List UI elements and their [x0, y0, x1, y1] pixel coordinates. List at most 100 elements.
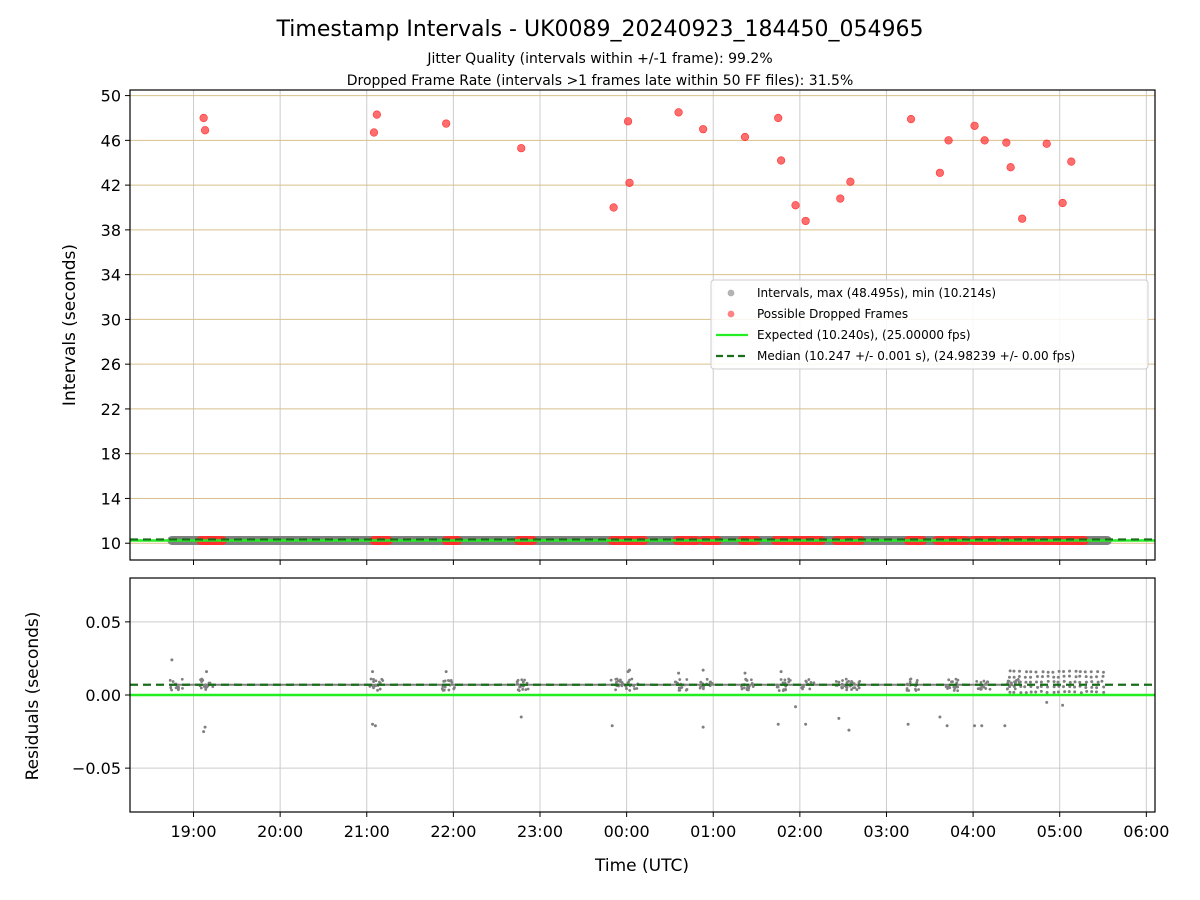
residual-point — [520, 678, 524, 682]
dropped-frame-point — [369, 128, 379, 137]
residual-point — [635, 687, 639, 690]
residual-point — [1039, 689, 1043, 693]
dropped-frame-point — [609, 203, 618, 212]
residual-point — [1084, 680, 1088, 684]
residual-point — [1029, 690, 1033, 694]
residual-point — [1045, 691, 1049, 695]
residual-point — [809, 680, 813, 684]
residual-point — [1012, 669, 1016, 673]
residual-outlier — [203, 725, 207, 729]
residual-point — [1052, 685, 1056, 689]
residual-point — [1074, 675, 1078, 679]
residual-point — [1041, 670, 1045, 674]
residual-point — [905, 682, 909, 686]
residual-point — [526, 687, 530, 691]
residual-outlier — [1061, 703, 1065, 707]
residual-point — [705, 677, 709, 681]
residual-point — [204, 683, 207, 687]
residual-point — [951, 680, 954, 683]
residual-point — [211, 685, 215, 689]
residual-point — [1056, 690, 1060, 694]
residual-point — [1010, 681, 1013, 685]
dropped-frame-point — [791, 201, 800, 210]
legend-box — [710, 279, 1149, 370]
residual-point — [742, 686, 746, 690]
residual-point — [1096, 670, 1100, 674]
residual-point — [524, 688, 528, 692]
residual-point — [1046, 674, 1050, 678]
residual-point — [853, 686, 857, 690]
residual-outlier — [371, 670, 375, 674]
xtick-label: 06:00 — [1123, 822, 1169, 841]
residual-point — [678, 678, 682, 681]
top-ytick-label: 10 — [101, 534, 121, 553]
legend-median-label: Median (10.247 +/- 0.001 s), (24.98239 +… — [757, 349, 1075, 363]
residual-outlier — [980, 724, 984, 728]
dropped-frame-point — [1018, 214, 1027, 223]
residual-point — [1085, 689, 1089, 693]
dropped-frame-point — [980, 136, 989, 145]
residual-point — [628, 678, 631, 682]
residual-point — [620, 680, 624, 684]
residual-point — [1023, 685, 1027, 689]
dropped-frame-point — [699, 125, 708, 134]
residual-point — [905, 688, 909, 692]
residual-point — [775, 683, 779, 687]
xtick-label: 20:00 — [257, 822, 303, 841]
residual-point — [372, 678, 375, 681]
residual-point — [678, 688, 682, 692]
residual-point — [377, 680, 381, 684]
residual-point — [1090, 690, 1094, 694]
residual-point — [1074, 669, 1078, 673]
residual-point — [632, 684, 636, 688]
top-ytick-label: 34 — [101, 266, 121, 285]
residual-point — [1101, 674, 1105, 678]
residual-outlier — [973, 724, 977, 728]
xtick-label: 03:00 — [863, 822, 909, 841]
residual-point — [840, 682, 844, 686]
residual-outlier — [444, 670, 448, 674]
xtick-label: 22:00 — [430, 822, 476, 841]
residual-point — [169, 686, 173, 690]
dropped-frame-point — [774, 113, 783, 123]
residual-outlier — [804, 722, 808, 726]
residual-point — [609, 678, 613, 682]
residual-point — [749, 678, 753, 682]
dropped-frame-point — [517, 144, 526, 153]
top-ytick-label: 22 — [101, 400, 121, 419]
residual-point — [1013, 687, 1017, 691]
residual-point — [841, 679, 844, 682]
residual-outlier — [794, 705, 798, 709]
residual-point — [777, 689, 781, 692]
residual-point — [1095, 686, 1099, 690]
residual-point — [699, 684, 703, 688]
residual-point — [807, 678, 811, 681]
residual-point — [1012, 675, 1016, 679]
residual-point — [834, 680, 838, 683]
residual-point — [1046, 679, 1050, 683]
top-ylabel: Intervals (seconds) — [60, 244, 80, 406]
residual-point — [204, 688, 208, 691]
residual-point — [801, 684, 805, 688]
residual-point — [1046, 670, 1050, 674]
residual-point — [855, 688, 859, 692]
residual-point — [917, 688, 920, 691]
residual-point — [180, 677, 184, 681]
bottom-xlabel: Time (UTC) — [594, 856, 689, 876]
bottom-ylabel: Residuals (seconds) — [23, 612, 43, 781]
residual-point — [787, 677, 791, 681]
residual-point — [376, 688, 379, 692]
residual-outlier — [906, 722, 910, 726]
residual-point — [844, 677, 848, 681]
residual-point — [1079, 691, 1083, 695]
top-ytick-label: 50 — [101, 87, 121, 106]
top-ytick-label: 46 — [101, 131, 121, 150]
dropped-frame-point — [200, 126, 210, 135]
residual-outlier — [202, 730, 206, 734]
residual-point — [170, 688, 173, 692]
residual-point — [1078, 670, 1082, 674]
dropped-frame-point — [906, 114, 916, 124]
residual-point — [1005, 687, 1009, 691]
residual-outlier — [847, 728, 851, 732]
residual-point — [1095, 675, 1099, 679]
